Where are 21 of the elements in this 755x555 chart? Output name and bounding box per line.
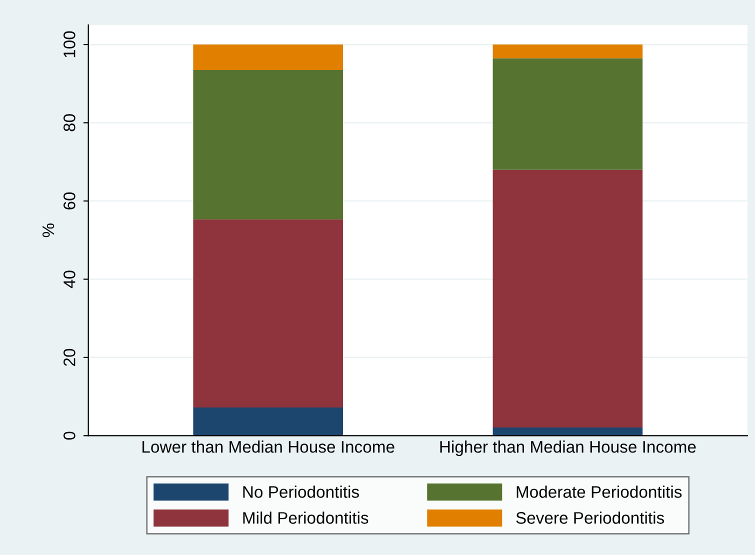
x-tick-label: Lower than Median House Income	[142, 440, 394, 453]
legend-label: Moderate Periodontitis	[516, 486, 682, 498]
legend-label: Severe Periodontitis	[516, 512, 664, 524]
bar	[193, 408, 343, 436]
bar	[492, 427, 643, 436]
y-tick-label: 0	[64, 432, 76, 440]
y-tick-label: 80	[64, 114, 76, 132]
bar	[193, 219, 343, 408]
bar	[492, 58, 643, 170]
bar	[492, 44, 643, 58]
y-tick-label: 100	[64, 31, 76, 58]
y-tick-label: 40	[64, 270, 76, 288]
y-tick-label: 20	[64, 348, 76, 366]
legend-label: Mild Periodontitis	[243, 512, 368, 524]
legend-label: No Periodontitis	[243, 486, 359, 498]
y-axis-title: %	[42, 224, 54, 238]
bar	[193, 44, 343, 70]
x-tick-label: Higher than Median House Income	[440, 440, 696, 456]
y-tick-label: 60	[64, 192, 76, 210]
bar	[492, 170, 643, 428]
bar	[193, 70, 343, 220]
